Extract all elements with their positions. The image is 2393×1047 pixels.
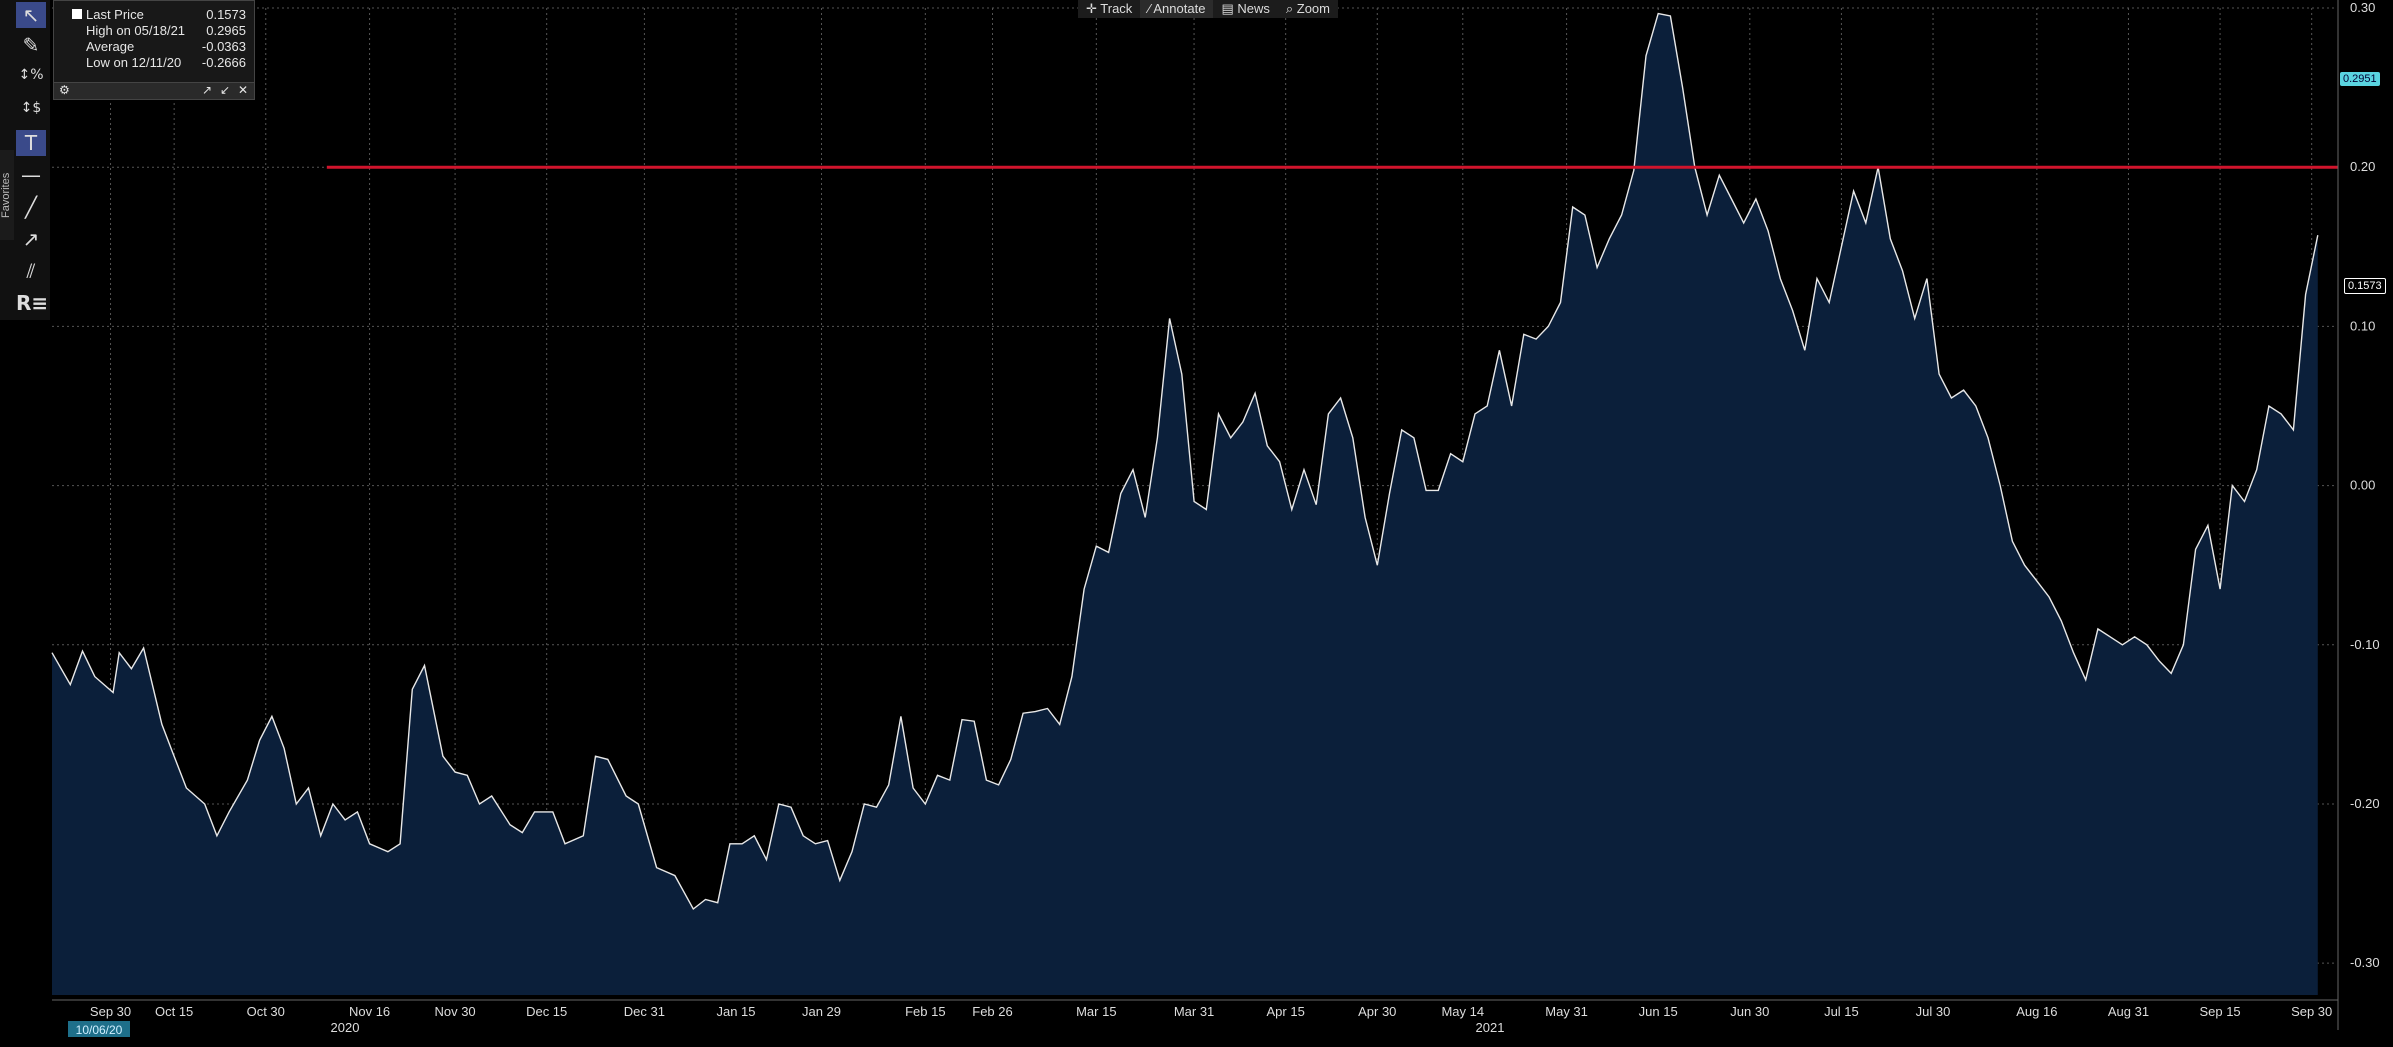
pin-icon[interactable]: ↗	[201, 83, 212, 97]
pen-icon[interactable]: ✎	[22, 33, 40, 57]
y-tick-label: -0.30	[2350, 955, 2380, 970]
last-price-tag: 0.1573	[2344, 278, 2386, 294]
x-tick-label: Nov 16	[349, 1004, 390, 1019]
x-tick-label: Oct 15	[155, 1004, 193, 1019]
x-tick-label: Dec 31	[624, 1004, 665, 1019]
favorites-tab[interactable]: Favorites	[0, 150, 14, 240]
price-line	[51, 12, 2319, 911]
start-date-label: 10/06/20	[76, 1023, 123, 1037]
x-tick-label: Jun 15	[1639, 1004, 1678, 1019]
text-icon[interactable]: T	[16, 130, 46, 156]
cursor-icon[interactable]: ↖	[16, 2, 46, 28]
chart-top-menu: ✛ Track ∕ Annotate ▤ News ⌕ Zoom	[1078, 0, 1338, 18]
legend-footer: ⚙ ↗ ↙ ✕	[54, 82, 254, 99]
x-tick-label: Feb 26	[972, 1004, 1012, 1019]
drawing-toolbar: Favorites ↖ ✎ ↕% ↕$ T — ╱ ↗ ⫽ R≡	[0, 0, 50, 320]
x-tick-label: Nov 30	[434, 1004, 475, 1019]
legend-row-average: Average -0.0363	[86, 39, 246, 54]
y-tick-label: -0.10	[2350, 637, 2380, 652]
r-icon[interactable]: R≡	[16, 291, 49, 315]
legend-row-last: Last Price 0.1573	[86, 7, 246, 22]
gear-icon[interactable]: ⚙	[59, 83, 70, 97]
high-price-tag: 0.2951	[2340, 72, 2380, 86]
percent-icon[interactable]: ↕%	[18, 67, 44, 83]
news-button[interactable]: ▤ News	[1221, 1, 1270, 16]
x-tick-label: May 31	[1545, 1004, 1588, 1019]
close-icon[interactable]: ✕	[237, 83, 248, 97]
track-button[interactable]: ✛ Track	[1086, 1, 1133, 16]
x-tick-label: Dec 15	[526, 1004, 567, 1019]
y-axis-ticks: 0.30 0.20 0.10 0.00 -0.10 -0.20 -0.30	[2350, 0, 2380, 970]
channel-icon[interactable]: ⫽	[26, 259, 36, 283]
year-label-2020: 2020	[331, 1020, 360, 1035]
legend-row-high: High on 05/18/21 0.2965	[86, 23, 246, 38]
x-tick-label: Jul 30	[1916, 1004, 1951, 1019]
y-tick-label: 0.00	[2350, 478, 2375, 493]
x-tick-label: Aug 31	[2108, 1004, 2149, 1019]
x-tick-label: Oct 30	[247, 1004, 285, 1019]
legend-panel[interactable]: Last Price 0.1573 High on 05/18/21 0.2965 …	[53, 0, 255, 100]
zoom-button[interactable]: ⌕ Zoom	[1285, 1, 1330, 16]
x-tick-label: Sep 15	[2199, 1004, 2240, 1019]
x-tick-label: Sep 30	[2291, 1004, 2332, 1019]
dollar-icon[interactable]: ↕$	[20, 100, 42, 116]
x-axis-ticks: Sep 30 Oct 15 Oct 30 Nov 16 Nov 30 Dec 15 Dec …	[68, 1004, 2332, 1037]
collapse-icon[interactable]: ↙	[219, 83, 230, 97]
x-tick-label: Aug 16	[2016, 1004, 2057, 1019]
x-tick-label: Apr 15	[1267, 1004, 1305, 1019]
x-tick-label: Mar 31	[1174, 1004, 1214, 1019]
area-fill	[52, 13, 2318, 996]
x-tick-label: Jan 29	[802, 1004, 841, 1019]
start-date-badge	[68, 1021, 130, 1037]
year-label-2021: 2021	[1476, 1020, 1505, 1035]
y-tick-label: -0.20	[2350, 796, 2380, 811]
x-tick-label: Jun 30	[1730, 1004, 1769, 1019]
ray-icon[interactable]: ↗	[22, 227, 40, 251]
trendline-icon[interactable]: ╱	[24, 195, 38, 219]
x-tick-label: Feb 15	[905, 1004, 945, 1019]
x-tick-label: Jan 15	[716, 1004, 755, 1019]
y-tick-label: 0.20	[2350, 159, 2375, 174]
hline-icon[interactable]: —	[21, 163, 41, 187]
x-tick-label: May 14	[1441, 1004, 1484, 1019]
y-tick-label: 0.10	[2350, 318, 2375, 333]
x-tick-label: Mar 15	[1076, 1004, 1116, 1019]
x-tick-label: Apr 30	[1358, 1004, 1396, 1019]
annotate-button[interactable]: ∕ Annotate	[1140, 0, 1214, 18]
x-tick-label: Jul 15	[1824, 1004, 1859, 1019]
last-price-swatch	[72, 9, 82, 19]
x-tick-label: Sep 30	[90, 1004, 131, 1019]
legend-row-low: Low on 12/11/20 -0.2666	[86, 55, 246, 70]
y-tick-label: 0.30	[2350, 0, 2375, 15]
